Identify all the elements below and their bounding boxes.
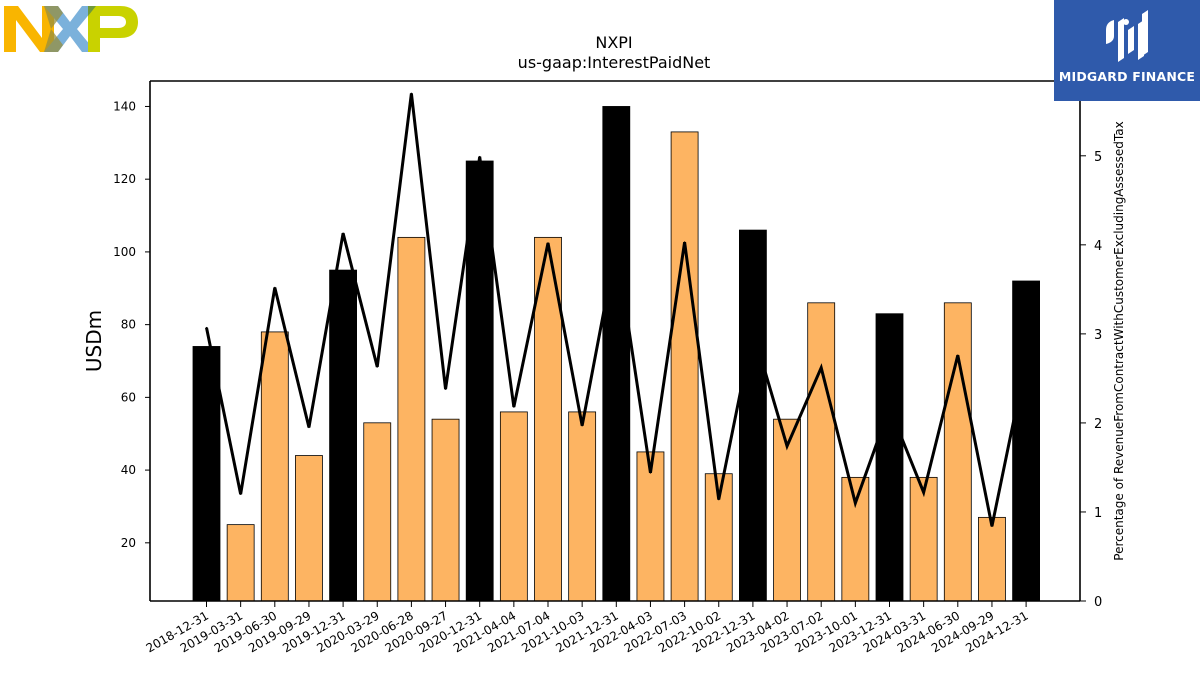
line-point-2019-09-29 xyxy=(308,426,310,429)
bar-2019-12-31 xyxy=(329,269,358,602)
bar-2020-09-27 xyxy=(431,418,460,602)
y2-tick-label-5: 5 xyxy=(1094,150,1102,165)
bar-2024-06-30 xyxy=(943,302,972,602)
bar-2019-06-30 xyxy=(260,331,289,602)
line-point-2019-12-31 xyxy=(342,232,344,235)
bar-2024-12-31 xyxy=(1012,280,1040,602)
bar-2022-12-31 xyxy=(739,229,767,602)
nxp-logo-icon xyxy=(4,6,138,52)
bar-2020-06-28 xyxy=(397,236,426,602)
y-tick-label-80: 80 xyxy=(121,318,136,332)
bar-2020-12-31 xyxy=(465,160,494,602)
y2-tick-label-1: 1 xyxy=(1094,506,1102,521)
midgard-finance-wordmark: MIDGARD FINANCE xyxy=(1058,69,1196,84)
bar-2019-09-29 xyxy=(295,455,323,602)
line-point-2022-12-31 xyxy=(752,329,754,332)
chart-title: NXPI xyxy=(595,33,632,52)
y2-tick-label-0: 0 xyxy=(1094,595,1102,610)
y-tick-label-140: 140 xyxy=(113,99,136,113)
line-point-2023-07-02 xyxy=(820,366,822,369)
line-point-2020-09-27 xyxy=(444,388,447,390)
y2-tick-label-3: 3 xyxy=(1094,328,1102,343)
line-point-2021-12-31 xyxy=(615,244,618,247)
line-point-2022-07-03 xyxy=(683,241,686,243)
y-tick-label-20: 20 xyxy=(121,536,136,550)
bar-2021-04-04 xyxy=(499,411,528,602)
y-tick-label-60: 60 xyxy=(121,390,136,404)
line-point-2024-12-31 xyxy=(1025,359,1027,362)
bar-2023-07-02 xyxy=(807,302,836,602)
line-point-2023-10-01 xyxy=(854,502,857,504)
y-tick-label-100: 100 xyxy=(113,245,136,259)
line-group xyxy=(205,92,1028,528)
bar-2023-12-31 xyxy=(875,313,904,602)
y-tick-label-40: 40 xyxy=(121,463,136,477)
line-point-2024-03-31 xyxy=(922,491,925,494)
midgard-finance-logo: MIDGARD FINANCE xyxy=(1054,0,1200,101)
line-point-2021-10-03 xyxy=(581,424,583,427)
y-tick-label-120: 120 xyxy=(113,172,136,186)
bar-2024-09-29 xyxy=(978,516,1006,602)
bar-2020-03-29 xyxy=(363,422,392,602)
line-point-2022-04-03 xyxy=(649,471,652,474)
y2-axis-label: Percentage of RevenueFromContractWithCus… xyxy=(1112,121,1126,560)
bar-2023-04-02 xyxy=(773,418,801,602)
y-axis-label: USDm xyxy=(82,310,106,372)
y2-tick-label-4: 4 xyxy=(1094,239,1102,254)
nxp-logo xyxy=(4,4,140,54)
line-point-2018-12-31 xyxy=(205,326,208,329)
line-point-2023-12-31 xyxy=(888,406,891,409)
line-point-2021-04-04 xyxy=(513,406,515,408)
line-point-2021-07-04 xyxy=(547,242,549,244)
bar-2021-10-03 xyxy=(568,411,597,602)
line-point-2019-03-31 xyxy=(239,493,242,495)
line-point-2022-10-02 xyxy=(717,498,720,501)
line-point-2019-06-30 xyxy=(274,286,276,289)
y2-tick-label-2: 2 xyxy=(1094,417,1102,432)
bar-2021-12-31 xyxy=(602,106,631,602)
chart-subtitle: us-gaap:InterestPaidNet xyxy=(518,53,711,72)
line-point-2020-06-28 xyxy=(410,92,413,95)
bars-group xyxy=(192,106,1040,602)
line-point-2024-06-30 xyxy=(957,354,959,357)
line-point-2023-04-02 xyxy=(786,445,788,447)
line-point-2024-09-29 xyxy=(991,525,993,528)
midgard-logo-icon xyxy=(1106,10,1148,62)
bar-2022-04-03 xyxy=(636,451,665,602)
bar-2019-03-31 xyxy=(226,524,255,602)
line-point-2020-03-29 xyxy=(376,366,379,368)
bar-2022-07-03 xyxy=(670,131,699,602)
bar-2018-12-31 xyxy=(192,346,221,602)
bar-2023-10-01 xyxy=(841,476,870,602)
line-point-2020-12-31 xyxy=(478,155,481,158)
